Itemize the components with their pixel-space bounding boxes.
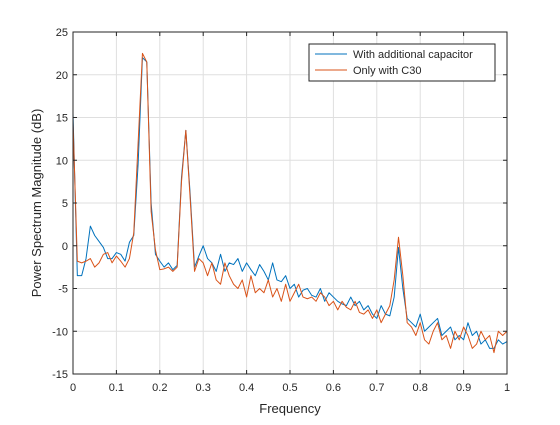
series-lines	[72, 52, 508, 354]
x-tick-label: 0.8	[413, 382, 428, 394]
grid	[73, 32, 507, 374]
x-tick-label: 0.6	[326, 382, 341, 394]
x-axis-label: Frequency	[259, 401, 321, 416]
axes-box	[72, 31, 508, 375]
y-tick-label: 15	[56, 113, 68, 125]
x-tick-label: 0.5	[282, 382, 297, 394]
y-tick-label: 0	[62, 241, 68, 253]
x-tick-label: 0.1	[109, 382, 124, 394]
y-tick-label: 10	[56, 155, 68, 167]
x-tick-label: 0.4	[239, 382, 254, 394]
series-line-only-with-c30	[72, 52, 508, 354]
y-tick-label: -10	[52, 326, 68, 338]
y-tick-label: 5	[62, 198, 68, 210]
y-tick-label: -15	[52, 369, 68, 381]
x-tick-label: 0.9	[456, 382, 471, 394]
x-tick-label: 0.7	[369, 382, 384, 394]
y-tick-label: 20	[56, 70, 68, 82]
y-axis-label: Power Spectrum Magnitude (dB)	[29, 109, 44, 298]
x-tick-label: 1	[504, 382, 510, 394]
legend-label-only-with-c30: Only with C30	[353, 65, 421, 77]
x-tick-label: 0.2	[152, 382, 167, 394]
series-line-with-additional-capacitor	[72, 57, 508, 349]
axes	[72, 31, 508, 375]
legend: With additional capacitor Only with C30	[308, 43, 496, 82]
tick-labels: 0 0.1 0.2 0.3 0.4 0.5 0.6 0.7 0.8 0.9 1 -15 -10 -5 0 5 1…	[52, 27, 510, 394]
y-tick-label: 25	[56, 27, 68, 39]
x-tick-label: 0	[70, 382, 76, 394]
x-tick-label: 0.3	[196, 382, 211, 394]
legend-box	[308, 43, 496, 82]
y-tick-label: -5	[58, 284, 68, 296]
legend-label-with-additional-capacitor: With additional capacitor	[353, 49, 473, 61]
